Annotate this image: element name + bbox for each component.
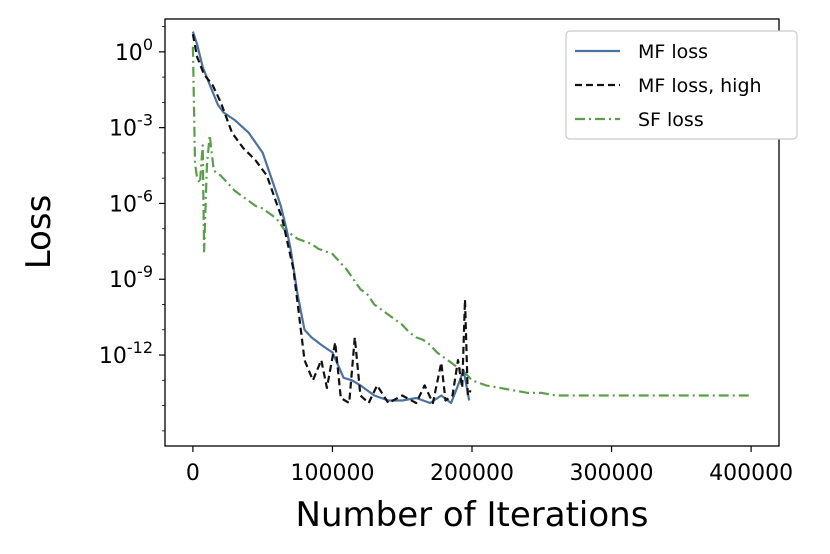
y-axis-title: Loss	[19, 195, 59, 270]
x-tick-label: 100000	[290, 461, 374, 486]
y-tick-label: 10-3	[109, 111, 153, 142]
y-axis: 100 10-3 10-6 10-9 10-12	[99, 26, 165, 432]
x-axis-title: Number of Iterations	[296, 495, 649, 535]
x-axis: 0 100000 200000 300000 400000	[186, 446, 793, 486]
series-line-mf-loss-high	[191, 33, 472, 405]
x-tick-label: 300000	[570, 461, 654, 486]
legend: MF loss MF loss, high SF loss	[565, 30, 798, 140]
legend-label: SF loss	[638, 109, 704, 131]
series-line-sf-loss	[191, 46, 752, 397]
series-layer	[191, 31, 752, 405]
y-tick-label: 10-6	[109, 186, 153, 217]
series-line-mf-loss	[191, 31, 471, 405]
legend-label: MF loss	[638, 41, 708, 63]
y-tick-label: 10-9	[109, 262, 153, 293]
legend-box	[565, 30, 798, 140]
y-tick-label: 10-12	[99, 338, 153, 369]
x-tick-label: 0	[186, 461, 200, 486]
x-tick-label: 400000	[709, 461, 793, 486]
legend-label: MF loss, high	[638, 75, 762, 97]
x-tick-label: 200000	[430, 461, 514, 486]
y-tick-label: 100	[115, 35, 153, 66]
